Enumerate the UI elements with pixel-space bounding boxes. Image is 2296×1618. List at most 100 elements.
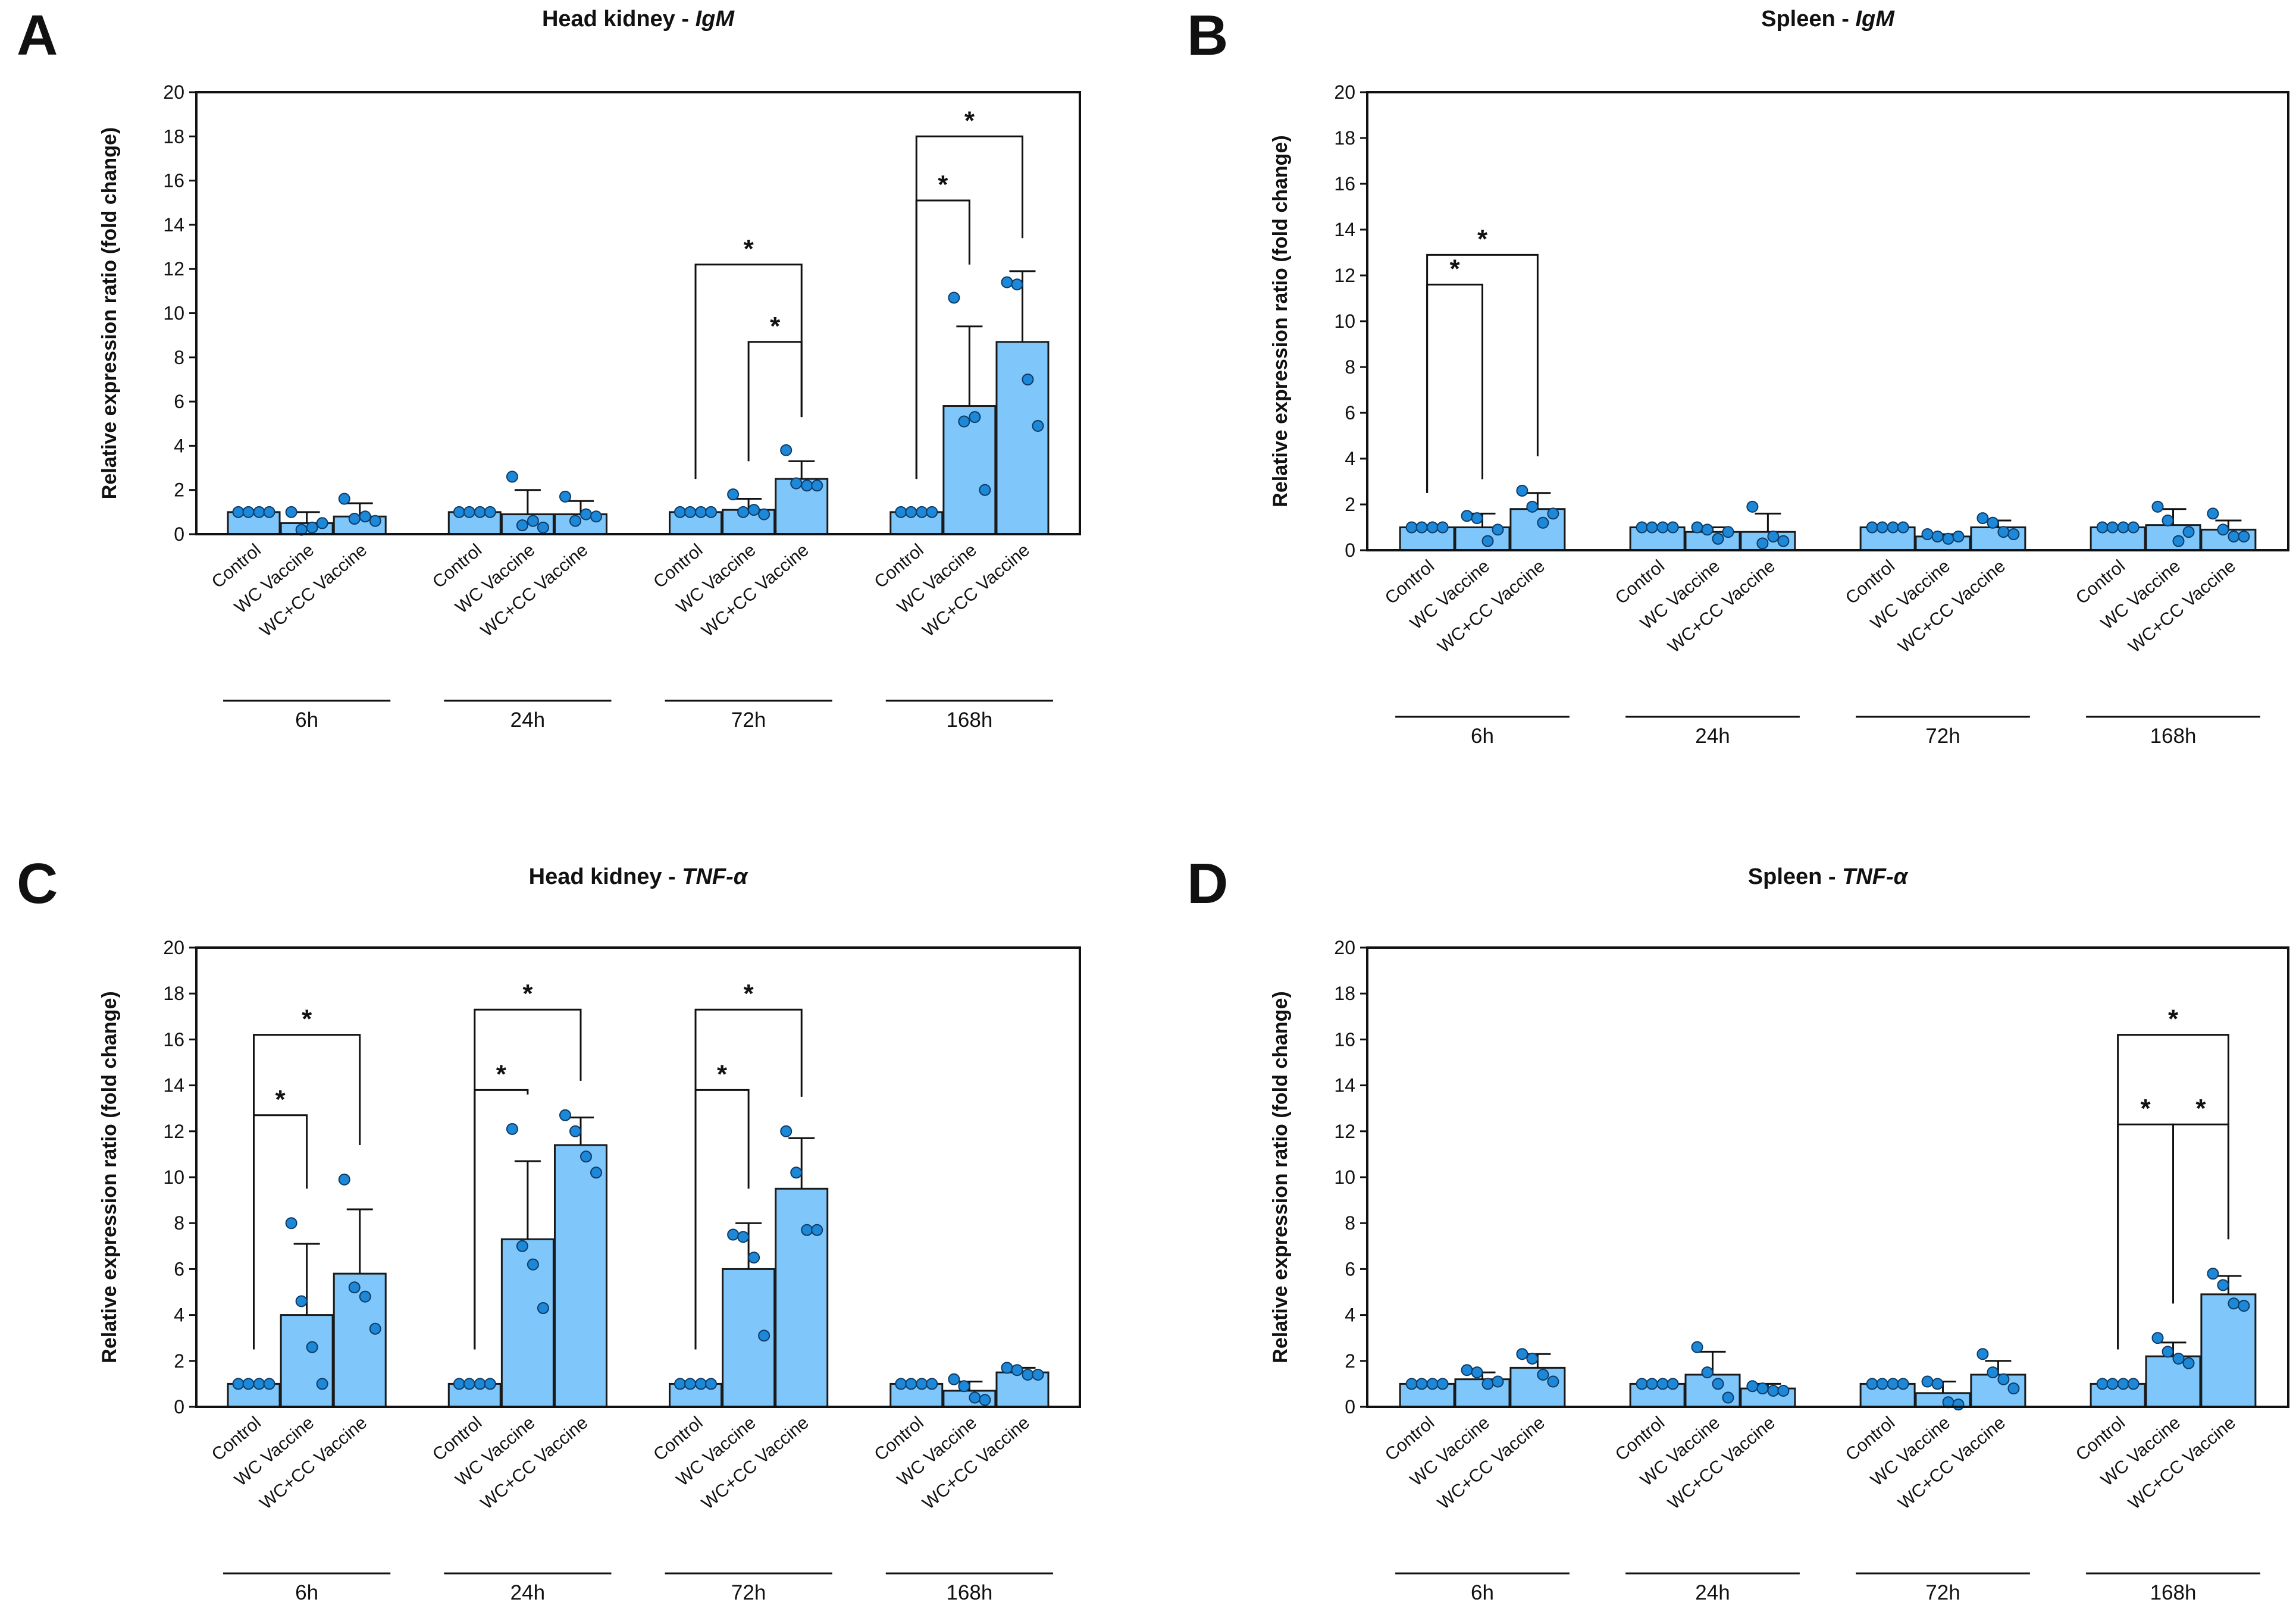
data-point (948, 291, 960, 304)
y-tick-label: 16 (1334, 173, 1355, 195)
data-point (1667, 1378, 1679, 1390)
data-point (2217, 1279, 2229, 1291)
data-point (2228, 530, 2240, 543)
data-point (516, 519, 528, 532)
data-point (1942, 532, 1954, 545)
significance-star: * (938, 170, 948, 199)
significance-star: * (964, 106, 975, 135)
group-label: 168h (946, 708, 992, 732)
y-tick-label: 20 (1334, 81, 1355, 103)
significance-bracket (694, 1008, 803, 1350)
data-point (2182, 1357, 2195, 1369)
significance-star: * (770, 312, 781, 341)
data-point (1547, 507, 1559, 520)
significance-star: * (302, 1005, 312, 1034)
bar-c-g1-b2 (553, 1144, 607, 1408)
data-point (1987, 1366, 1999, 1379)
data-point (242, 506, 255, 518)
data-point (506, 471, 518, 483)
panel-letter-a: A (17, 4, 58, 67)
data-point (780, 1125, 793, 1137)
data-point (369, 1322, 381, 1335)
data-point (2228, 1297, 2240, 1310)
data-point (527, 515, 539, 527)
y-tick-label: 8 (1345, 1212, 1355, 1234)
data-point (737, 506, 750, 518)
data-point (1011, 1364, 1023, 1376)
data-point (1976, 512, 1989, 525)
data-point (1756, 537, 1769, 550)
data-point (453, 506, 465, 518)
data-point (1481, 1378, 1494, 1390)
data-point (727, 488, 740, 501)
data-point (580, 1150, 592, 1163)
y-tick-label: 0 (174, 523, 184, 545)
data-point (1701, 1366, 1714, 1379)
data-point (2117, 1378, 2129, 1390)
data-point (1952, 530, 1965, 543)
data-point (1756, 1382, 1769, 1395)
group-label: 24h (510, 1581, 545, 1604)
panel-a: A Head kidney - IgM Relative expression ra… (17, 4, 1081, 732)
y-tick-label: 0 (1345, 540, 1355, 561)
group-label: 6h (1471, 725, 1494, 748)
data-point (705, 1378, 718, 1390)
data-point (2238, 1300, 2250, 1312)
panel-d: D Spleen - TNF-α Relative expression ratio… (1187, 852, 2289, 1604)
data-point (1722, 1391, 1734, 1404)
data-point (559, 490, 571, 503)
data-point (2151, 500, 2164, 513)
data-point (2106, 1378, 2119, 1390)
data-point (232, 1378, 245, 1390)
data-point (1461, 510, 1473, 522)
y-tick-label: 4 (1345, 1305, 1355, 1326)
data-point (1405, 1378, 1418, 1390)
data-point (369, 515, 381, 527)
data-point (958, 415, 970, 428)
significance-bracket (694, 264, 803, 479)
data-point (1636, 521, 1648, 534)
panel-c: C Head kidney - TNF-α Relative expression … (17, 852, 1081, 1604)
data-point (1767, 1384, 1780, 1397)
plot-frame-a (195, 91, 1081, 535)
title-tissue: Head kidney - (529, 864, 682, 889)
data-point (801, 1224, 813, 1236)
data-point (253, 506, 265, 518)
data-point (926, 506, 938, 518)
data-point (242, 1378, 255, 1390)
data-point (969, 1391, 981, 1404)
y-axis-label-d: Relative expression ratio (fold change) (1269, 991, 1292, 1363)
data-point (2007, 1382, 2020, 1395)
group-label: 24h (510, 708, 545, 732)
y-tick-label: 2 (1345, 1350, 1355, 1372)
data-point (2127, 521, 2140, 534)
data-point (748, 504, 760, 516)
significance-bracket (474, 1008, 582, 1350)
y-tick-label: 14 (1334, 1075, 1355, 1096)
y-axis-label-c: Relative expression ratio (fold change) (98, 991, 121, 1363)
data-point (1921, 528, 1934, 541)
data-point (1691, 1341, 1703, 1353)
group-label: 168h (2150, 1581, 2197, 1604)
y-tick-label: 0 (1345, 1396, 1355, 1418)
data-point (2238, 530, 2250, 543)
significance-star: * (2195, 1094, 2206, 1123)
y-tick-label: 8 (174, 347, 184, 368)
data-point (695, 1378, 707, 1390)
title-tissue: Spleen - (1748, 864, 1842, 889)
bar-a-g3-b2 (995, 341, 1050, 535)
data-point (1436, 521, 1449, 534)
y-tick-label: 8 (174, 1212, 184, 1234)
data-point (306, 521, 318, 534)
data-point (306, 1341, 318, 1353)
data-point (2172, 535, 2185, 547)
data-point (916, 506, 928, 518)
bar-c-g0-b2 (333, 1272, 387, 1408)
significance-star: * (2140, 1094, 2151, 1123)
data-point (1471, 1366, 1483, 1379)
data-point (1722, 526, 1734, 538)
data-point (979, 1394, 991, 1406)
data-point (748, 1252, 760, 1264)
y-tick-label: 10 (163, 1167, 184, 1188)
